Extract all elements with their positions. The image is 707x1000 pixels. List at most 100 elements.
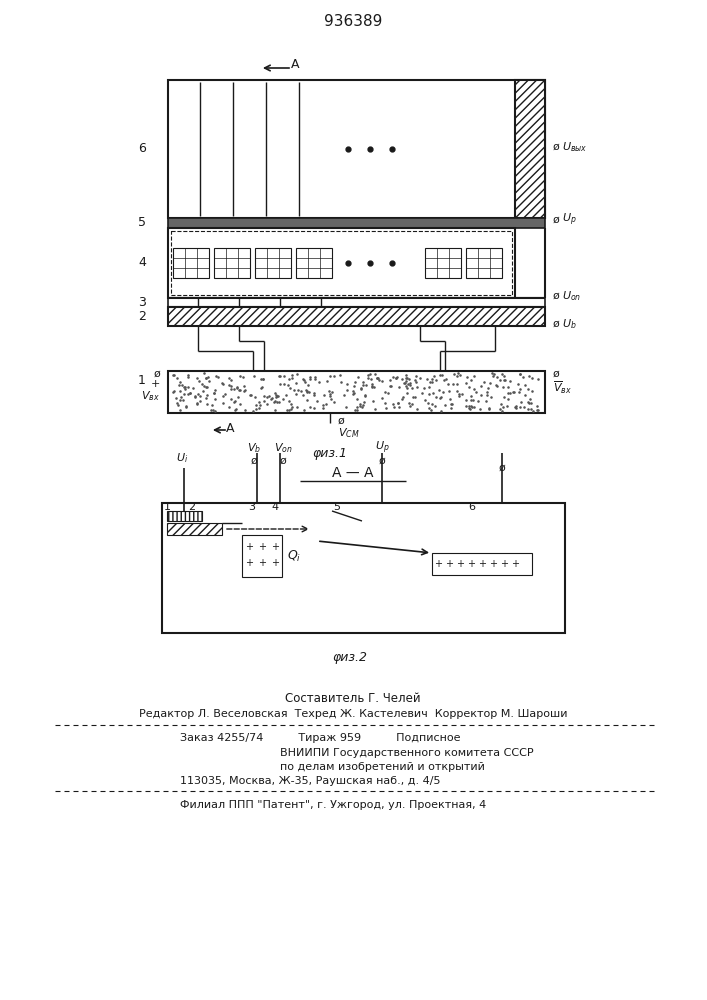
Text: ø: ø [553, 319, 560, 329]
Text: 1: 1 [163, 502, 170, 512]
Text: ø: ø [280, 456, 286, 466]
Point [256, 379, 267, 395]
Point [485, 375, 496, 391]
Point [368, 393, 379, 409]
Point [311, 393, 322, 409]
Point [302, 383, 313, 399]
Point [317, 397, 328, 413]
Point [437, 384, 448, 400]
Point [341, 376, 352, 392]
Text: ø: ø [553, 142, 560, 152]
Point [321, 373, 332, 389]
Point [501, 398, 513, 414]
Point [219, 386, 230, 402]
Point [235, 396, 246, 412]
Text: $V_b$: $V_b$ [247, 441, 261, 455]
Point [189, 388, 201, 404]
Bar [168, 80, 545, 218]
Point [291, 375, 302, 391]
Point [401, 380, 412, 396]
Bar [168, 307, 545, 326]
Bar [167, 511, 202, 521]
Point [169, 383, 180, 399]
Text: ø: ø [379, 456, 385, 466]
Point [431, 372, 442, 388]
Text: $U_p$: $U_p$ [562, 212, 577, 228]
Point [498, 389, 510, 405]
Point [527, 403, 539, 419]
Bar [425, 248, 461, 278]
Point [430, 389, 441, 405]
Point [352, 391, 363, 407]
Point [225, 381, 236, 397]
Point [491, 378, 502, 394]
Point [292, 366, 303, 382]
Point [448, 366, 460, 382]
Point [387, 396, 399, 412]
Point [380, 384, 391, 400]
Point [194, 393, 205, 409]
Text: 1: 1 [138, 374, 146, 387]
Point [172, 397, 183, 413]
Point [483, 380, 494, 396]
Point [180, 399, 192, 415]
Point [174, 392, 185, 408]
Point [182, 386, 194, 402]
Point [286, 399, 298, 415]
Point [170, 390, 182, 406]
Point [269, 393, 281, 409]
Point [419, 380, 430, 396]
Text: φиз.2: φиз.2 [332, 652, 368, 664]
Point [258, 371, 269, 387]
Point [348, 383, 359, 399]
Point [513, 384, 524, 400]
Point [223, 370, 235, 386]
Text: $U_i$: $U_i$ [176, 451, 188, 465]
Point [457, 386, 468, 402]
Point [410, 374, 421, 390]
Bar [168, 298, 545, 307]
Point [510, 399, 521, 415]
Point [464, 379, 475, 395]
Point [520, 387, 531, 403]
Point [524, 368, 535, 384]
Point [469, 368, 480, 384]
Point [203, 369, 214, 385]
Point [385, 378, 397, 394]
Point [286, 370, 298, 386]
Point [277, 391, 288, 407]
Point [424, 374, 436, 390]
Point [318, 387, 329, 403]
Bar [242, 535, 282, 577]
Point [385, 378, 396, 394]
Point [225, 391, 236, 407]
Point [274, 394, 285, 410]
Point [494, 401, 506, 417]
Point [305, 371, 316, 387]
Point [245, 387, 257, 403]
Point [211, 368, 222, 384]
Bar [296, 248, 332, 278]
Point [524, 391, 535, 407]
Point [217, 388, 228, 404]
Point [402, 376, 413, 392]
Point [514, 381, 525, 397]
Point [382, 385, 394, 401]
Point [201, 396, 213, 412]
Point [274, 368, 285, 384]
Point [392, 369, 403, 385]
Text: A: A [291, 58, 299, 72]
Point [266, 390, 277, 406]
Point [402, 385, 413, 401]
Point [373, 372, 385, 388]
Point [355, 381, 366, 397]
Point [182, 367, 194, 383]
Point [404, 395, 415, 411]
Point [179, 381, 190, 397]
Point [205, 402, 216, 418]
Point [376, 373, 387, 389]
Point [262, 396, 273, 412]
Point [411, 379, 423, 395]
Point [438, 372, 450, 388]
Point [328, 394, 339, 410]
